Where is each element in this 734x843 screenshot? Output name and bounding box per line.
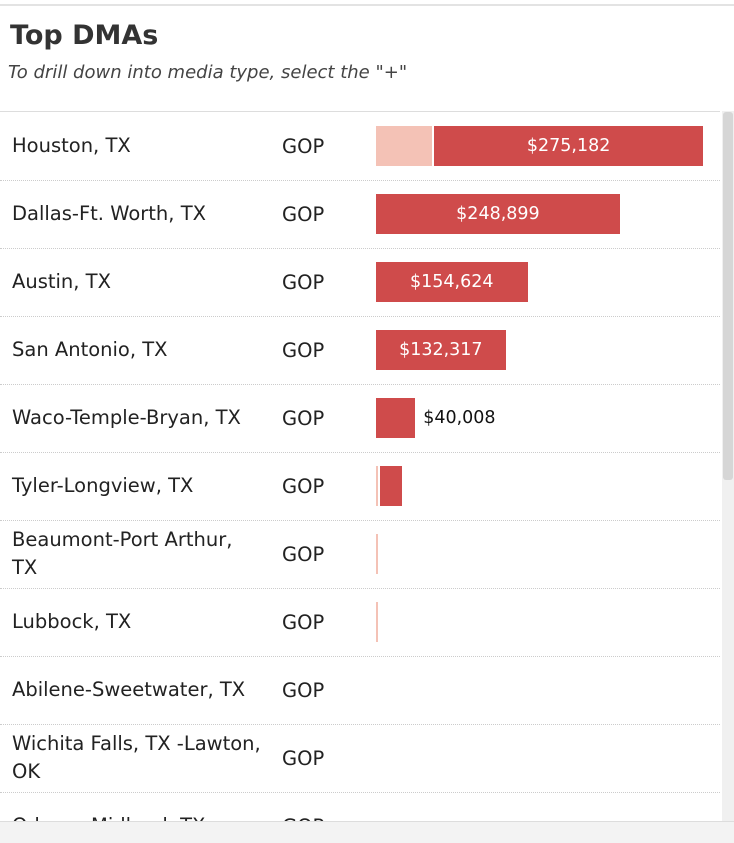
dma-label: Odessa-Midland, TX — [12, 792, 262, 822]
party-label: GOP — [282, 134, 325, 158]
party-label: GOP — [282, 474, 325, 498]
party-label: GOP — [282, 542, 325, 566]
table-row: Waco-Temple-Bryan, TX GOP $40,008 — [0, 384, 720, 453]
data-label: $154,624 — [409, 272, 494, 292]
bar — [376, 534, 378, 574]
bar — [376, 194, 620, 234]
bar — [376, 466, 378, 506]
footer-bar — [0, 821, 734, 843]
table-row: Abilene-Sweetwater, TX GOP — [0, 656, 720, 725]
bar — [433, 126, 704, 166]
dma-label: Waco-Temple-Bryan, TX — [12, 406, 241, 429]
top-border — [0, 4, 734, 6]
bar — [376, 262, 528, 302]
scrollbar-thumb[interactable] — [723, 112, 733, 480]
chart-title: Top DMAs — [10, 20, 159, 51]
party-label: GOP — [282, 678, 325, 702]
chart-subtitle: To drill down into media type, select th… — [8, 62, 408, 83]
bar — [376, 398, 416, 438]
party-label: GOP — [282, 406, 325, 430]
dma-label: Wichita Falls, TX -Lawton, OK — [12, 732, 261, 783]
dma-label: Lubbock, TX — [12, 610, 132, 633]
dma-label: Tyler-Longview, TX — [12, 474, 194, 497]
bar — [376, 602, 378, 642]
rows: Houston, TX GOP $275,182 Dallas-Ft. Worth, … — [0, 111, 720, 822]
party-label: GOP — [282, 792, 324, 823]
data-label: $40,008 — [423, 408, 496, 428]
party-label: GOP — [282, 746, 325, 770]
bar — [376, 330, 506, 370]
table-row: Austin, TX GOP $154,624 — [0, 248, 720, 317]
table-row: San Antonio, TX GOP $132,317 — [0, 316, 720, 385]
table-row: Dallas-Ft. Worth, TX GOP $248,899 — [0, 180, 720, 249]
party-label: GOP — [282, 202, 325, 226]
table-row: Houston, TX GOP $275,182 — [0, 112, 720, 181]
table-row: Tyler-Longview, TX GOP — [0, 452, 720, 521]
dma-label: San Antonio, TX — [12, 338, 168, 361]
dma-label: Austin, TX — [12, 270, 111, 293]
party-label: GOP — [282, 610, 325, 634]
dma-label: Abilene-Sweetwater, TX — [12, 678, 246, 701]
table-row: Lubbock, TX GOP — [0, 588, 720, 657]
party-label: GOP — [282, 270, 325, 294]
bar — [376, 126, 432, 166]
dma-label: Houston, TX — [12, 134, 131, 157]
party-label: GOP — [282, 338, 325, 362]
data-label: $275,182 — [526, 136, 611, 156]
dma-label: Dallas-Ft. Worth, TX — [12, 202, 206, 225]
table-row: Beaumont-Port Arthur, TX GOP — [0, 520, 720, 589]
bar — [379, 466, 402, 506]
table-row: Odessa-Midland, TX GOP — [0, 792, 720, 822]
data-label: $248,899 — [456, 204, 540, 224]
table-row: Wichita Falls, TX -Lawton, OK GOP — [0, 724, 720, 793]
dma-label: Beaumont-Port Arthur, TX — [12, 528, 233, 579]
data-label: $132,317 — [399, 340, 483, 360]
